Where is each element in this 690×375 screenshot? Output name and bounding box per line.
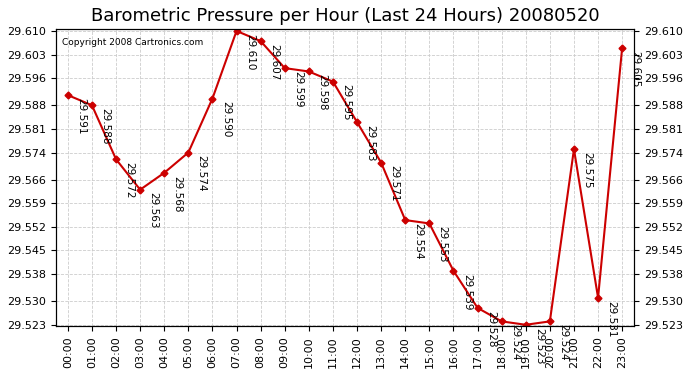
Text: 29.563: 29.563 [148,192,159,229]
Text: 29.539: 29.539 [462,273,472,310]
Text: 29.531: 29.531 [607,300,616,337]
Text: 29.571: 29.571 [389,165,400,202]
Text: 29.554: 29.554 [413,223,424,260]
Text: 29.528: 29.528 [486,310,496,347]
Text: 29.523: 29.523 [534,327,544,364]
Text: Copyright 2008 Cartronics.com: Copyright 2008 Cartronics.com [61,38,203,47]
Text: 29.524: 29.524 [510,324,520,361]
Text: 29.572: 29.572 [124,162,135,199]
Text: 29.568: 29.568 [172,176,183,212]
Title: Barometric Pressure per Hour (Last 24 Hours) 20080520: Barometric Pressure per Hour (Last 24 Ho… [90,7,600,25]
Text: 29.575: 29.575 [582,152,592,189]
Text: 29.574: 29.574 [197,155,207,192]
Text: 29.583: 29.583 [366,125,375,161]
Text: 29.553: 29.553 [437,226,448,263]
Text: 29.605: 29.605 [631,51,640,87]
Text: 29.524: 29.524 [558,324,568,361]
Text: 29.588: 29.588 [100,108,110,144]
Text: 29.595: 29.595 [342,84,351,121]
Text: 29.610: 29.610 [245,34,255,70]
Text: 29.590: 29.590 [221,101,230,138]
Text: 29.591: 29.591 [76,98,86,134]
Text: 29.599: 29.599 [293,71,303,107]
Text: 29.607: 29.607 [269,44,279,80]
Text: 29.598: 29.598 [317,74,327,111]
